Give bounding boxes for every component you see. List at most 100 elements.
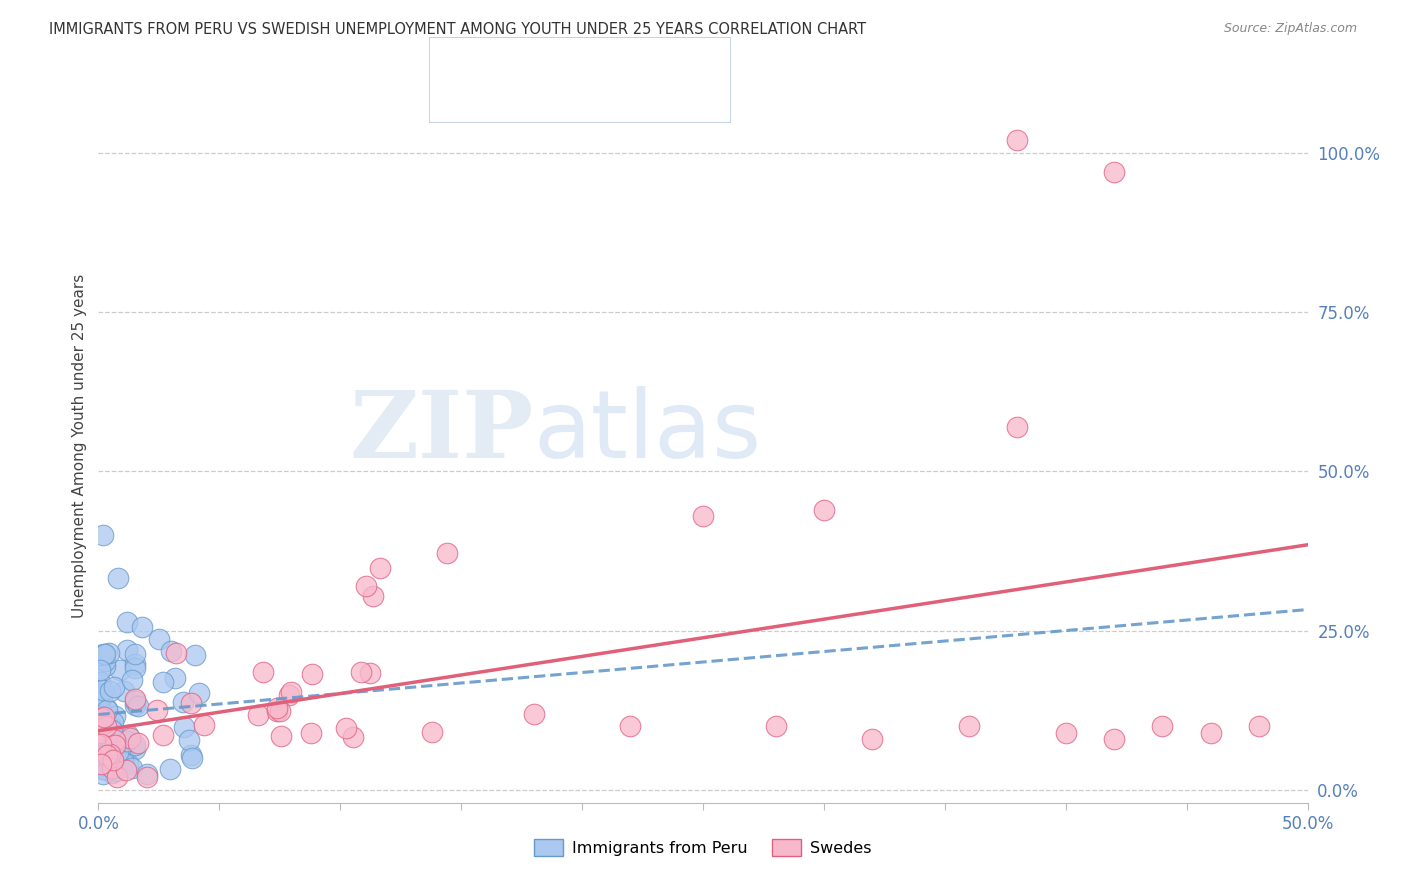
Point bbox=[89, 687, 111, 701]
Point bbox=[91, 690, 114, 704]
Legend: Immigrants from Peru, Swedes: Immigrants from Peru, Swedes bbox=[527, 832, 879, 863]
FancyBboxPatch shape bbox=[429, 37, 731, 123]
Point bbox=[91, 758, 114, 772]
Point bbox=[89, 674, 111, 689]
Point bbox=[193, 717, 215, 731]
Point bbox=[184, 648, 207, 662]
Point bbox=[127, 736, 149, 750]
Point bbox=[93, 654, 115, 668]
Point bbox=[278, 688, 301, 702]
FancyBboxPatch shape bbox=[434, 46, 474, 75]
FancyBboxPatch shape bbox=[434, 86, 474, 114]
Point bbox=[131, 620, 153, 634]
Point bbox=[368, 561, 391, 575]
Point bbox=[108, 663, 131, 677]
Point bbox=[335, 721, 357, 735]
Point bbox=[160, 643, 183, 657]
Point bbox=[93, 745, 115, 759]
Point bbox=[1249, 719, 1271, 733]
Text: atlas: atlas bbox=[534, 385, 762, 478]
Point bbox=[115, 764, 138, 778]
Point bbox=[96, 701, 118, 715]
Point bbox=[159, 762, 181, 776]
Point bbox=[173, 720, 195, 734]
Y-axis label: Unemployment Among Youth under 25 years: Unemployment Among Youth under 25 years bbox=[72, 274, 87, 618]
Point bbox=[350, 665, 373, 679]
Point bbox=[1054, 725, 1077, 739]
Point bbox=[107, 571, 129, 585]
Point bbox=[1199, 725, 1222, 739]
Point bbox=[111, 751, 134, 765]
Point bbox=[266, 700, 288, 714]
Point bbox=[107, 748, 129, 763]
Point bbox=[94, 659, 117, 673]
Text: Source: ZipAtlas.com: Source: ZipAtlas.com bbox=[1223, 22, 1357, 36]
Point bbox=[152, 728, 174, 742]
Point bbox=[266, 704, 288, 718]
Point bbox=[101, 761, 124, 775]
Point bbox=[103, 721, 125, 735]
Point bbox=[90, 738, 112, 752]
Point bbox=[127, 698, 149, 713]
Point bbox=[104, 739, 127, 753]
Point bbox=[172, 694, 194, 708]
Point bbox=[101, 765, 124, 780]
Point bbox=[103, 681, 125, 695]
Point bbox=[180, 747, 202, 762]
Point bbox=[105, 756, 128, 770]
Point bbox=[104, 733, 127, 747]
Point bbox=[957, 719, 980, 733]
Point bbox=[94, 647, 117, 661]
Point bbox=[165, 646, 187, 660]
Point bbox=[860, 732, 883, 747]
Point bbox=[152, 675, 174, 690]
Point bbox=[115, 642, 138, 657]
Point bbox=[93, 711, 115, 725]
Point bbox=[111, 756, 134, 770]
Point bbox=[89, 718, 111, 732]
Point bbox=[89, 749, 111, 764]
Point bbox=[115, 733, 138, 747]
Point bbox=[187, 685, 209, 699]
Point bbox=[89, 681, 111, 696]
Point bbox=[91, 683, 114, 698]
Point bbox=[436, 546, 458, 560]
Point bbox=[692, 509, 714, 524]
Point bbox=[105, 770, 128, 784]
Point bbox=[1102, 732, 1125, 747]
Point bbox=[103, 730, 125, 744]
Point bbox=[118, 731, 141, 745]
Text: 0.689: 0.689 bbox=[530, 91, 581, 109]
Point bbox=[91, 762, 114, 776]
Point bbox=[89, 728, 111, 742]
Point bbox=[91, 767, 114, 781]
Point bbox=[124, 738, 146, 752]
Point bbox=[124, 661, 146, 675]
Point bbox=[108, 744, 131, 758]
Text: ZIP: ZIP bbox=[350, 387, 534, 476]
Point bbox=[179, 732, 201, 747]
Point bbox=[361, 589, 384, 603]
Point bbox=[270, 729, 292, 743]
Point bbox=[107, 745, 129, 759]
Point bbox=[121, 761, 143, 775]
Point bbox=[91, 528, 114, 542]
Point bbox=[89, 648, 111, 663]
Point bbox=[93, 709, 115, 723]
Text: R =: R = bbox=[484, 54, 519, 68]
Point bbox=[94, 746, 117, 760]
Point bbox=[91, 750, 114, 764]
Point bbox=[96, 748, 118, 763]
Point bbox=[124, 657, 146, 671]
Text: 82: 82 bbox=[647, 52, 669, 70]
Point bbox=[101, 753, 124, 767]
Text: 0.188: 0.188 bbox=[530, 52, 581, 70]
Point bbox=[101, 739, 124, 753]
Point bbox=[148, 632, 170, 646]
Point bbox=[813, 502, 835, 516]
Point bbox=[136, 770, 159, 784]
Point bbox=[1007, 133, 1029, 147]
Point bbox=[104, 745, 127, 759]
Point bbox=[98, 747, 121, 762]
Point bbox=[90, 725, 112, 739]
